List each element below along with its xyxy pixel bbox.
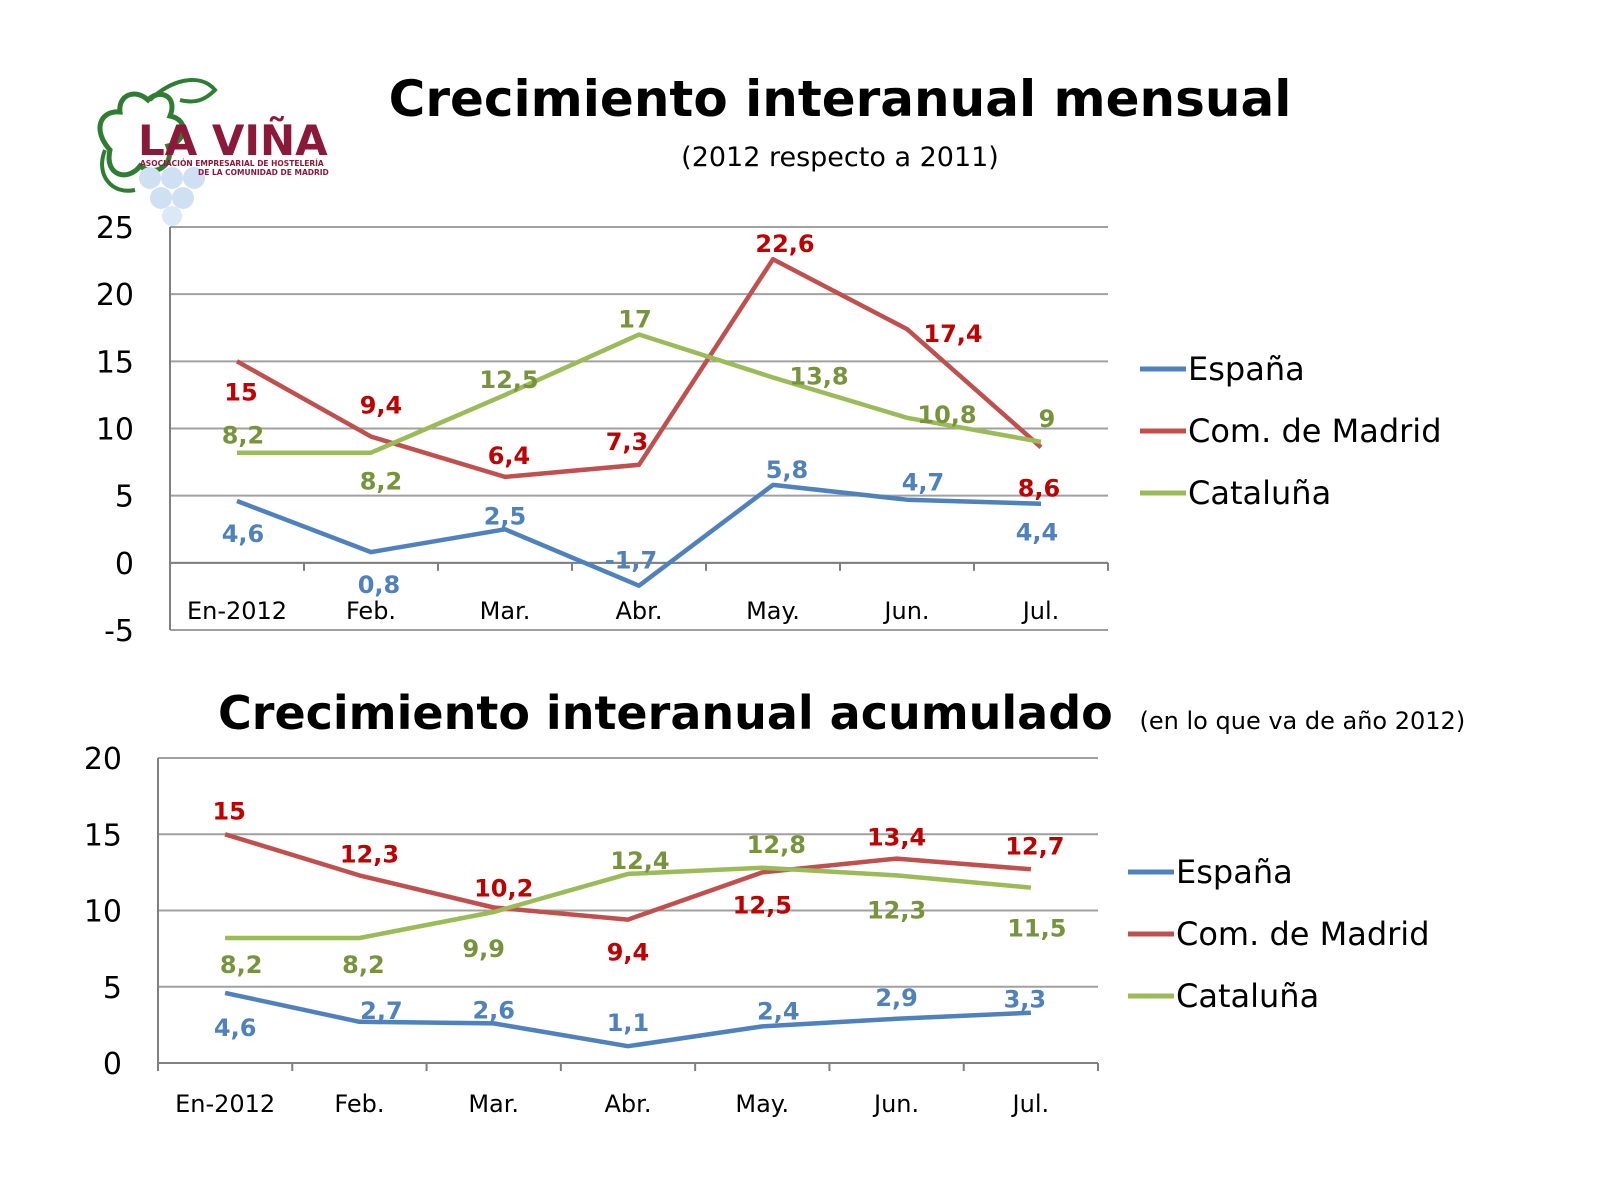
data-label-espana: 2,7 xyxy=(360,997,403,1025)
series-line-cataluna xyxy=(225,865,1032,941)
y-tick-label: 10 xyxy=(84,895,122,930)
logo: LA VIÑA ASOCIACIÓN EMPRESARIAL DE HOSTEL… xyxy=(97,77,329,226)
data-label-cataluna: 12,3 xyxy=(867,896,926,924)
data-label-madrid: 22,6 xyxy=(755,230,814,258)
data-label-madrid: 15 xyxy=(212,797,245,825)
logo-name: LA VIÑA xyxy=(138,115,328,165)
data-label-cataluna: 12,5 xyxy=(479,366,538,394)
cumulative-growth-chart: Crecimiento interanual acumulado (en lo … xyxy=(84,686,1465,1118)
data-label-cataluna: 12,8 xyxy=(747,831,806,859)
legend-label-madrid: Com. de Madrid xyxy=(1188,412,1442,450)
data-label-espana: 2,6 xyxy=(472,996,515,1024)
data-label-madrid: 9,4 xyxy=(607,939,650,967)
y-tick-label: 15 xyxy=(84,818,122,853)
x-category-label: Jul. xyxy=(1021,597,1060,625)
y-tick-label: 5 xyxy=(103,971,122,1006)
x-category-label: Jun. xyxy=(872,1090,919,1118)
legend-label-madrid: Com. de Madrid xyxy=(1176,915,1430,953)
data-label-espana: 4,6 xyxy=(214,1014,257,1042)
data-label-espana: 2,4 xyxy=(757,997,800,1025)
legend-label-cataluna: Cataluña xyxy=(1188,474,1331,512)
data-label-espana: 0,8 xyxy=(358,571,401,599)
x-category-label: Feb. xyxy=(346,597,396,625)
data-label-cataluna: 12,4 xyxy=(610,847,669,875)
y-tick-label: 15 xyxy=(96,345,134,380)
data-label-espana: 2,9 xyxy=(875,984,918,1012)
y-tick-label: 20 xyxy=(96,278,134,313)
y-tick-label: 25 xyxy=(96,211,134,246)
data-label-madrid: 8,6 xyxy=(1018,474,1061,502)
y-tick-label: 0 xyxy=(115,547,134,582)
x-category-label: En-2012 xyxy=(175,1090,275,1118)
series-line-espana xyxy=(236,482,1042,588)
x-category-label: Jul. xyxy=(1011,1090,1050,1118)
data-label-cataluna: 8,2 xyxy=(342,951,385,979)
grapes-icon xyxy=(139,167,205,226)
data-label-cataluna: 10,8 xyxy=(917,401,976,429)
data-label-madrid: 12,5 xyxy=(733,891,792,919)
series-line-espana xyxy=(224,990,1032,1049)
x-category-label: May. xyxy=(746,597,800,625)
x-category-label: Mar. xyxy=(480,597,531,625)
x-category-label: Feb. xyxy=(334,1090,384,1118)
legend-label-cataluna: Cataluña xyxy=(1176,977,1319,1015)
legend-label-espana: España xyxy=(1188,350,1305,388)
data-label-madrid: 13,4 xyxy=(867,824,926,852)
x-category-label: Abr. xyxy=(616,597,663,625)
chart2-subtitle: (en lo que va de año 2012) xyxy=(1140,707,1466,735)
data-label-cataluna: 8,2 xyxy=(222,422,265,450)
data-label-madrid: 12,7 xyxy=(1005,832,1064,860)
data-label-madrid: 17,4 xyxy=(923,320,982,348)
y-tick-label: 20 xyxy=(84,742,122,777)
y-tick-label: 10 xyxy=(96,413,134,448)
data-label-cataluna: 9 xyxy=(1039,405,1056,433)
data-label-espana: 4,4 xyxy=(1016,519,1059,547)
data-label-madrid: 6,4 xyxy=(488,442,531,470)
data-label-madrid: 12,3 xyxy=(340,840,399,868)
data-label-madrid: 7,3 xyxy=(606,428,649,456)
data-label-espana: 2,5 xyxy=(484,502,527,530)
data-label-cataluna: 13,8 xyxy=(789,362,848,390)
x-category-label: May. xyxy=(735,1090,789,1118)
data-label-espana: 4,7 xyxy=(902,469,945,497)
data-label-cataluna: 9,9 xyxy=(462,935,505,963)
data-label-cataluna: 11,5 xyxy=(1007,915,1066,943)
series-line-cataluna xyxy=(237,332,1042,455)
data-label-madrid: 9,4 xyxy=(360,392,403,420)
logo-tagline-1: ASOCIACIÓN EMPRESARIAL DE HOSTELERÍA xyxy=(140,159,324,168)
data-label-espana: 5,8 xyxy=(766,456,809,484)
data-label-cataluna: 8,2 xyxy=(360,468,403,496)
data-label-cataluna: 17 xyxy=(618,305,651,333)
legend-label-espana: España xyxy=(1176,853,1293,891)
data-label-espana: -1,7 xyxy=(605,547,657,575)
logo-tagline-2: DE LA COMUNIDAD DE MADRID xyxy=(198,168,329,177)
chart1-subtitle: (2012 respecto a 2011) xyxy=(681,142,999,173)
data-label-madrid: 10,2 xyxy=(474,874,533,902)
chart1-title: Crecimiento interanual mensual xyxy=(389,70,1292,128)
x-category-label: Abr. xyxy=(605,1090,652,1118)
chart2-title: Crecimiento interanual acumulado xyxy=(218,686,1113,740)
data-label-espana: 1,1 xyxy=(607,1009,650,1037)
y-tick-label: 5 xyxy=(115,480,134,515)
x-category-label: En-2012 xyxy=(187,597,287,625)
data-label-cataluna: 8,2 xyxy=(220,951,263,979)
series-line-madrid xyxy=(235,256,1043,480)
series-line-madrid xyxy=(224,832,1032,922)
y-tick-label: 0 xyxy=(103,1047,122,1082)
data-label-espana: 4,6 xyxy=(222,520,265,548)
grape-leaf-icon xyxy=(97,77,218,193)
x-category-label: Jun. xyxy=(882,597,929,625)
x-category-label: Mar. xyxy=(468,1090,519,1118)
monthly-growth-chart: Crecimiento interanual mensual (2012 res… xyxy=(96,70,1442,649)
y-tick-label: -5 xyxy=(104,614,134,649)
data-label-espana: 3,3 xyxy=(1004,986,1047,1014)
data-label-madrid: 15 xyxy=(224,378,257,406)
chart2-title-line: Crecimiento interanual acumulado (en lo … xyxy=(218,686,1465,740)
